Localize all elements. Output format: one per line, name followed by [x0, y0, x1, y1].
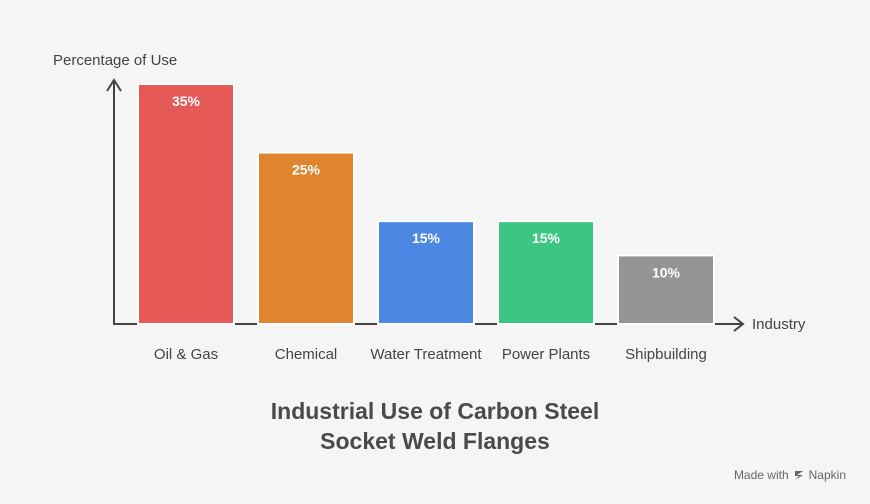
y-axis-label: Percentage of Use — [53, 52, 177, 69]
chart-title-line-2: Socket Weld Flanges — [320, 428, 550, 454]
bar-oil-gas — [137, 83, 235, 325]
x-tick-label-shipbuilding: Shipbuilding — [625, 346, 707, 363]
bar-chemical — [257, 151, 355, 325]
y-axis — [106, 78, 122, 324]
x-axis-label: Industry — [752, 316, 806, 333]
napkin-logo-icon — [794, 471, 803, 480]
bar-water-treatment — [377, 220, 475, 325]
data-label-water-treatment: 15% — [412, 230, 441, 246]
chart-title: Industrial Use of Carbon Steel Socket We… — [0, 396, 870, 456]
data-label-shipbuilding: 10% — [652, 264, 681, 280]
data-label-power-plants: 15% — [532, 230, 561, 246]
x-tick-label-water-treatment: Water Treatment — [370, 346, 482, 363]
x-tick-label-power-plants: Power Plants — [502, 346, 590, 363]
bar-power-plants — [497, 220, 595, 325]
bar-group: 35% Oil & Gas 25% Chemical 15% Water Treatmen… — [137, 83, 715, 363]
x-tick-label-oil-gas: Oil & Gas — [154, 346, 218, 363]
data-label-chemical: 25% — [292, 162, 321, 178]
chart-title-line-1: Industrial Use of Carbon Steel — [270, 398, 600, 424]
credit-badge[interactable]: Made with Napkin — [734, 468, 846, 482]
data-label-oil-gas: 35% — [172, 93, 201, 109]
credit-brand: Napkin — [808, 468, 846, 482]
credit-prefix: Made with — [733, 468, 789, 482]
x-tick-label-chemical: Chemical — [275, 346, 338, 363]
bar-shipbuilding — [617, 254, 715, 325]
